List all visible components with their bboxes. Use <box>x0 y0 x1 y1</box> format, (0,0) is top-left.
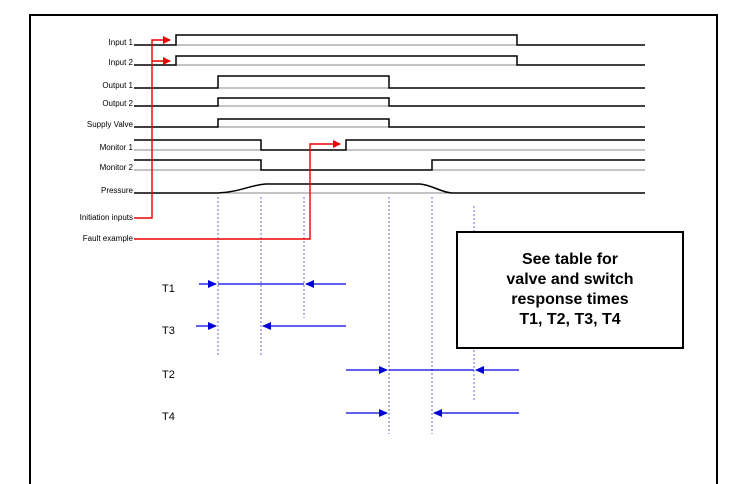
waveform-monitor-2 <box>134 159 645 171</box>
waveform-input-2 <box>134 55 645 66</box>
note-line-3: response times <box>511 291 629 308</box>
fault-example-label: Fault example <box>82 234 133 243</box>
initiation-inputs-arrow-input-1 <box>134 36 171 219</box>
waveform-monitor-1 <box>134 139 645 151</box>
timing-label-t2: T2 <box>162 369 175 381</box>
guide-lines <box>217 197 475 434</box>
waveform-supply-valve <box>134 118 645 128</box>
waveform-output-2 <box>134 97 645 107</box>
timing-label-t1: T1 <box>162 283 175 295</box>
timing-arrows <box>196 280 519 417</box>
signal-label-output-1: Output 1 <box>102 81 133 90</box>
note-line-4: T1, T2, T3, T4 <box>519 311 621 328</box>
note-line-2: valve and switch <box>506 271 634 288</box>
note-line-1: See table for <box>521 251 619 268</box>
timing-label-t3: T3 <box>162 325 175 337</box>
response-times-note: See table for valve and switch response … <box>456 231 684 349</box>
signal-label-input-1: Input 1 <box>108 38 133 47</box>
signal-label-pressure: Pressure <box>100 186 133 195</box>
signal-label-monitor-1: Monitor 1 <box>99 143 133 152</box>
waveform-input-1 <box>134 34 645 46</box>
waveform-pressure <box>134 183 645 194</box>
initiation-inputs-label: Initiation inputs <box>79 213 133 222</box>
signal-label-monitor-2: Monitor 2 <box>99 163 133 172</box>
signal-waveforms <box>134 34 645 194</box>
diagram-frame <box>29 14 718 484</box>
signal-label-output-2: Output 2 <box>102 99 133 108</box>
fault-example-arrow <box>134 140 341 240</box>
signal-label-input-2: Input 2 <box>108 58 133 67</box>
timing-label-t4: T4 <box>162 411 175 423</box>
signal-label-supply-valve: Supply Valve <box>86 120 133 129</box>
waveform-output-1 <box>134 75 645 89</box>
annotation-arrows <box>134 36 341 240</box>
